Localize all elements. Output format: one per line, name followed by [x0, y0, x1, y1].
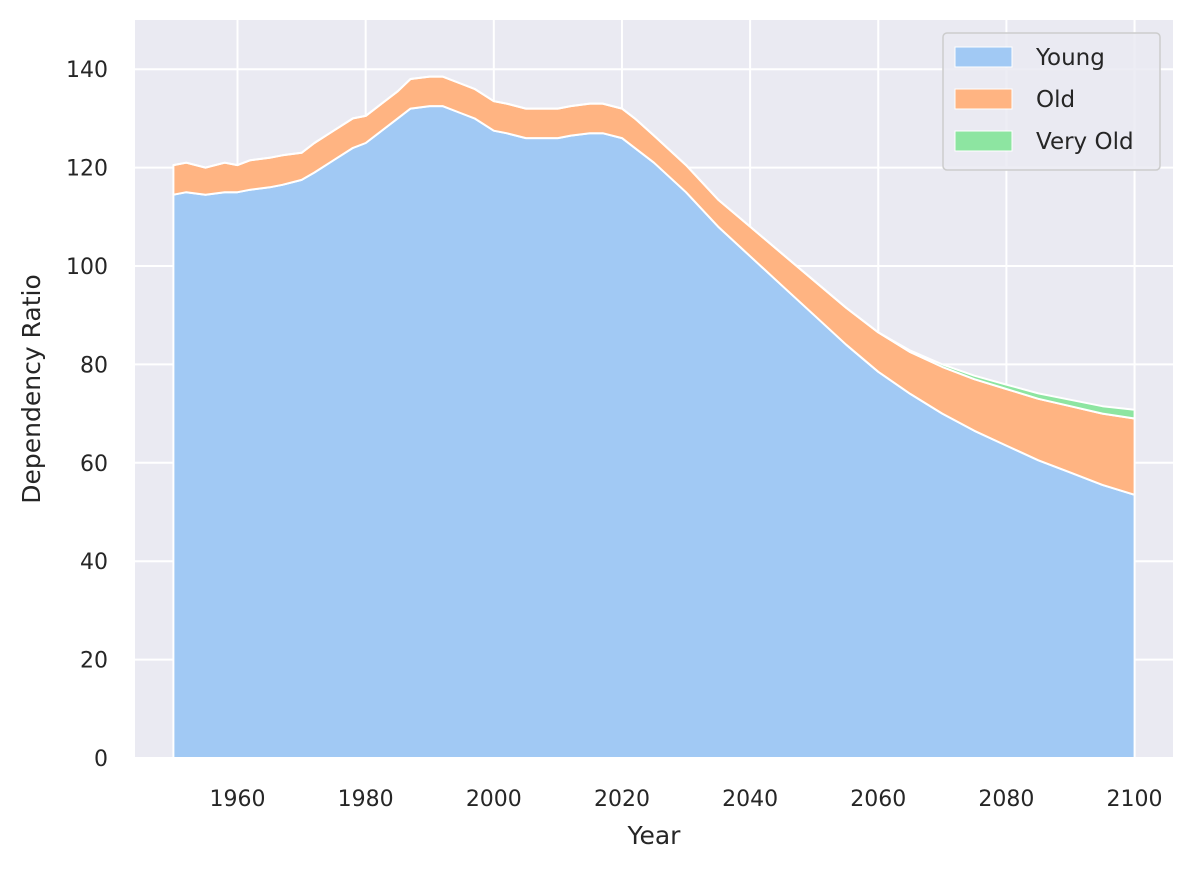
area-very-old — [172, 75, 1136, 420]
legend-swatch-old — [954, 88, 1013, 110]
legend-swatch-very-old — [954, 130, 1013, 152]
x-tick-label: 2020 — [594, 787, 650, 812]
legend-label-very-old: Very Old — [1036, 129, 1134, 155]
y-tick-label: 120 — [66, 157, 108, 182]
y-ticks: 0 20 40 60 80 100 120 140 — [66, 58, 108, 772]
x-tick-label: 2000 — [466, 787, 522, 812]
legend-label-young: Young — [1035, 45, 1105, 71]
x-tick-label: 1980 — [338, 787, 394, 812]
legend-label-old: Old — [1036, 87, 1075, 113]
areas — [172, 75, 1136, 759]
x-tick-label: 2080 — [978, 787, 1034, 812]
x-tick-label: 2040 — [722, 787, 778, 812]
x-tick-label: 2100 — [1107, 787, 1163, 812]
y-tick-label: 100 — [66, 255, 108, 280]
y-tick-label: 20 — [80, 649, 108, 674]
x-axis-label: Year — [627, 821, 682, 850]
y-tick-label: 80 — [80, 353, 108, 378]
y-axis-label: Dependency Ratio — [17, 274, 46, 504]
x-ticks: 1960 1980 2000 2020 2040 2060 2080 2100 — [210, 787, 1163, 812]
legend: Young Old Very Old — [942, 32, 1161, 171]
y-tick-label: 140 — [66, 58, 108, 83]
y-tick-label: 40 — [80, 550, 108, 575]
y-tick-label: 60 — [80, 452, 108, 477]
legend-swatch-young — [954, 46, 1013, 68]
x-tick-label: 2060 — [850, 787, 906, 812]
x-tick-label: 1960 — [210, 787, 266, 812]
y-tick-label: 0 — [94, 747, 108, 772]
